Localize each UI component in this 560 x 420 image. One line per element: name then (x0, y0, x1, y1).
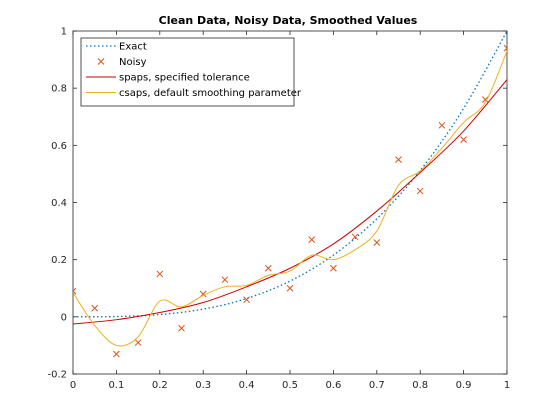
data-point-marker (134, 339, 142, 346)
data-point-marker (416, 187, 424, 195)
y-axis: -0.2 0 0.2 0.4 0.6 0.8 1 (47, 27, 507, 381)
data-point-marker (373, 239, 381, 246)
y-tick-label: 0.8 (51, 84, 67, 95)
data-point-marker (308, 236, 316, 244)
x-axis: 0 0.1 0.2 0.3 0.4 0.5 0.6 0.7 0.8 0.9 1 (70, 31, 510, 391)
series-spaps-specified-tolerance (73, 79, 507, 325)
data-point-marker (481, 96, 489, 103)
data-point-marker (178, 324, 185, 332)
data-point-marker (91, 304, 99, 312)
series-noisy (73, 44, 507, 358)
legend-item: Exact (86, 42, 147, 53)
legend-item: spaps, specified tolerance (86, 73, 250, 84)
data-point-marker (264, 264, 272, 272)
x-tick-label: 0.2 (152, 380, 168, 391)
legend-label: spaps, specified tolerance (119, 73, 250, 84)
chart-title: Clean Data, Noisy Data, Smoothed Values (159, 14, 418, 27)
legend-item: Noisy (97, 57, 147, 68)
legend-label: Noisy (119, 57, 147, 68)
series-layer (73, 31, 507, 358)
x-tick-label: 0.4 (239, 380, 255, 391)
x-tick-label: 1 (504, 380, 510, 391)
data-point-marker (351, 233, 359, 241)
data-point-marker (460, 136, 467, 143)
y-tick-label: 0.6 (51, 141, 67, 152)
y-tick-label: -0.2 (47, 370, 67, 381)
x-tick-label: 0.1 (108, 380, 124, 391)
legend-label: Exact (119, 42, 147, 53)
data-point-marker (73, 287, 77, 295)
y-tick-label: 0.4 (51, 198, 67, 209)
data-point-marker (438, 121, 446, 129)
legend-item: csaps, default smoothing parameter (86, 88, 302, 99)
y-tick-label: 0 (61, 312, 67, 323)
data-point-marker (503, 44, 507, 52)
series-line (73, 31, 507, 318)
y-tick-label: 0.2 (51, 255, 67, 266)
x-tick-label: 0.5 (282, 380, 298, 391)
data-point-marker (156, 270, 164, 278)
series-exact (73, 31, 507, 318)
data-point-marker (113, 350, 120, 358)
x-tick-label: 0.3 (195, 380, 211, 391)
data-point-marker (330, 264, 337, 272)
legend-label: csaps, default smoothing parameter (119, 88, 302, 99)
data-point-marker (395, 156, 402, 163)
data-point-marker (221, 276, 229, 284)
series-csaps-default-smoothing-parameter (73, 50, 507, 347)
legend: Exact Noisy spaps, specified tolerance csap… (80, 37, 302, 107)
legend-swatch (97, 58, 105, 65)
series-line (73, 79, 507, 325)
data-point-marker (286, 284, 294, 292)
x-tick-label: 0.6 (325, 380, 341, 391)
series-line (73, 50, 507, 347)
x-tick-label: 0.8 (412, 380, 428, 391)
data-point-marker (243, 296, 250, 304)
x-tick-label: 0.7 (369, 380, 385, 391)
x-tick-label: 0 (70, 380, 76, 391)
y-tick-label: 1 (61, 27, 67, 38)
legend-box (80, 37, 295, 107)
x-tick-label: 0.9 (456, 380, 472, 391)
